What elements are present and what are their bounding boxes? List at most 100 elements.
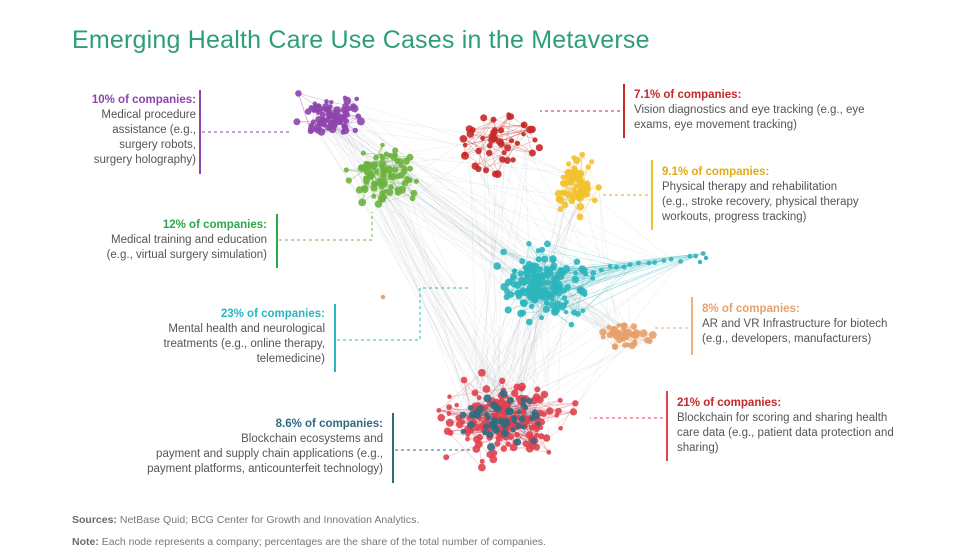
- network-edge: [579, 262, 650, 290]
- network-node: [578, 185, 586, 193]
- annotation-scoring-line: care data (e.g., patient data protection…: [677, 427, 894, 439]
- network-edge: [565, 266, 617, 313]
- network-edge: [524, 407, 550, 412]
- network-node: [355, 186, 364, 194]
- annotation-infra-bar: [691, 297, 693, 355]
- network-edge: [401, 174, 530, 265]
- network-node: [522, 265, 528, 270]
- network-edge: [483, 117, 503, 401]
- network-node: [496, 138, 504, 146]
- network-node: [550, 285, 556, 292]
- network-node: [519, 299, 527, 306]
- network-node: [529, 266, 537, 274]
- network-node: [530, 438, 537, 445]
- network-node: [519, 309, 527, 316]
- network-edge: [363, 152, 545, 415]
- network-node: [343, 167, 349, 173]
- network-node: [614, 264, 619, 270]
- network-node: [520, 278, 528, 286]
- network-edge: [547, 255, 691, 272]
- annotation-vision-pct: 7.1% of companies:: [634, 89, 742, 101]
- network-node: [316, 121, 322, 127]
- network-node: [475, 147, 482, 155]
- network-node: [528, 294, 535, 302]
- network-edge: [489, 145, 499, 175]
- network-edge: [505, 274, 559, 430]
- network-node: [388, 184, 394, 190]
- network-edge: [638, 262, 655, 264]
- network-node: [630, 323, 638, 330]
- network-node: [515, 422, 522, 429]
- network-edge: [530, 270, 585, 419]
- network-edge: [523, 124, 533, 154]
- network-node: [505, 441, 511, 447]
- network-edge: [478, 168, 527, 273]
- network-edge: [546, 333, 637, 439]
- network-edge: [373, 192, 399, 197]
- network-node: [596, 185, 602, 191]
- network-node: [362, 166, 368, 172]
- network-edge: [464, 153, 498, 175]
- network-node: [331, 119, 338, 125]
- network-node: [549, 255, 557, 263]
- network-node: [358, 198, 367, 207]
- network-node: [389, 153, 398, 161]
- network-edge: [389, 192, 513, 419]
- network-node: [307, 124, 316, 133]
- network-edge: [447, 430, 483, 468]
- annotation-infra: 8% of companies: AR and VR Infrastructur…: [702, 302, 962, 347]
- network-node: [480, 114, 488, 122]
- network-node: [573, 183, 579, 188]
- network-node: [545, 291, 554, 300]
- network-edge: [311, 124, 503, 409]
- network-node: [491, 170, 499, 178]
- network-node: [335, 109, 340, 114]
- network-node: [489, 455, 498, 464]
- annotation-therapy-line: Physical therapy and rehabilitation: [662, 181, 838, 193]
- network-node: [342, 95, 348, 101]
- annotation-vision-line: Vision diagnostics and eye tracking (e.g…: [634, 104, 865, 116]
- network-node: [380, 294, 386, 300]
- annotation-infra-line: AR and VR Infrastructure for biotech: [702, 318, 888, 330]
- network-node: [598, 267, 604, 273]
- network-node: [354, 96, 360, 102]
- network-node: [519, 258, 526, 265]
- network-node: [380, 172, 387, 180]
- network-node: [541, 255, 549, 263]
- network-edge: [474, 300, 536, 393]
- network-edge: [364, 168, 410, 181]
- network-node: [518, 415, 526, 423]
- network-node: [379, 155, 386, 161]
- network-node: [446, 404, 452, 410]
- network-node: [518, 385, 525, 392]
- network-node: [555, 270, 563, 278]
- network-node: [491, 127, 498, 134]
- network-node: [484, 412, 489, 417]
- network-node: [668, 256, 674, 262]
- network-node: [512, 268, 518, 274]
- network-node: [308, 105, 314, 111]
- network-edge: [313, 110, 539, 293]
- network-node: [576, 203, 585, 211]
- network-node: [693, 253, 698, 259]
- network-edge: [577, 262, 639, 315]
- network-edge: [329, 114, 623, 338]
- annotation-infra-line: (e.g., developers, manufacturers): [702, 333, 872, 345]
- network-node: [546, 407, 554, 415]
- network-node: [615, 333, 624, 341]
- network-node: [539, 246, 545, 253]
- network-node: [376, 181, 382, 187]
- network-node: [563, 309, 569, 315]
- network-node: [538, 425, 544, 431]
- network-node: [476, 395, 482, 401]
- network-node: [489, 401, 498, 410]
- network-node: [363, 178, 370, 185]
- network-node: [576, 286, 583, 293]
- network-edge: [546, 253, 704, 270]
- network-edge: [298, 93, 311, 132]
- network-node: [524, 270, 533, 278]
- network-node: [568, 321, 575, 328]
- network-node: [506, 397, 514, 404]
- network-node: [616, 323, 621, 328]
- annotation-mental: 23% of companies: Mental health and neur…: [95, 307, 325, 367]
